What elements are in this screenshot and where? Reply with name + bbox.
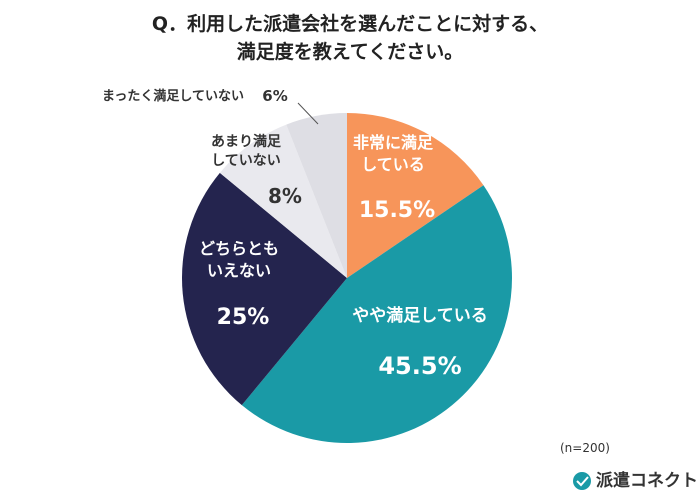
pie-slice [219, 124, 347, 278]
pie-slice [182, 172, 347, 406]
slice-label: 非常に満足している [352, 133, 433, 174]
value-label: 45.5% [378, 352, 462, 380]
brand-icon [573, 472, 591, 490]
pie-slice [286, 113, 347, 278]
value-label: 25% [216, 305, 270, 330]
leader-line [297, 102, 319, 125]
sample-note: (n=200) [560, 441, 610, 455]
chart-title: Q．利用した派遣会社を選んだことに対する、 [151, 13, 549, 35]
slice-label: まったく満足していない [101, 89, 245, 104]
value-label: 15.5% [358, 198, 436, 223]
value-label: 8% [268, 184, 302, 208]
pie-slice [241, 185, 512, 443]
pie-slice [347, 113, 484, 278]
value-label: 6% [262, 87, 288, 105]
slice-label: あまり満足していない [211, 134, 281, 169]
slice-label: やや満足している [352, 306, 488, 326]
brand-check [576, 476, 589, 487]
chart-title: 満足度を教えてください。 [236, 41, 464, 63]
slice-label: どちらともいえない [198, 239, 279, 280]
brand-name: 派遣コネクト [596, 471, 698, 491]
